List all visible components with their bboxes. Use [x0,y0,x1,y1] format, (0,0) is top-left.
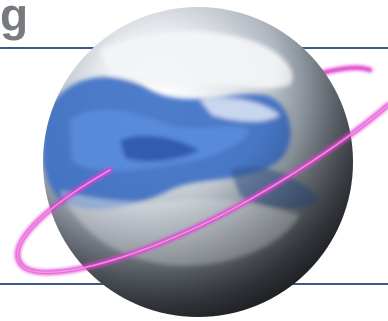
globe-icon [43,7,353,317]
logo-text-fragment: g [0,0,29,41]
orbit-ring-highlight [16,104,388,274]
